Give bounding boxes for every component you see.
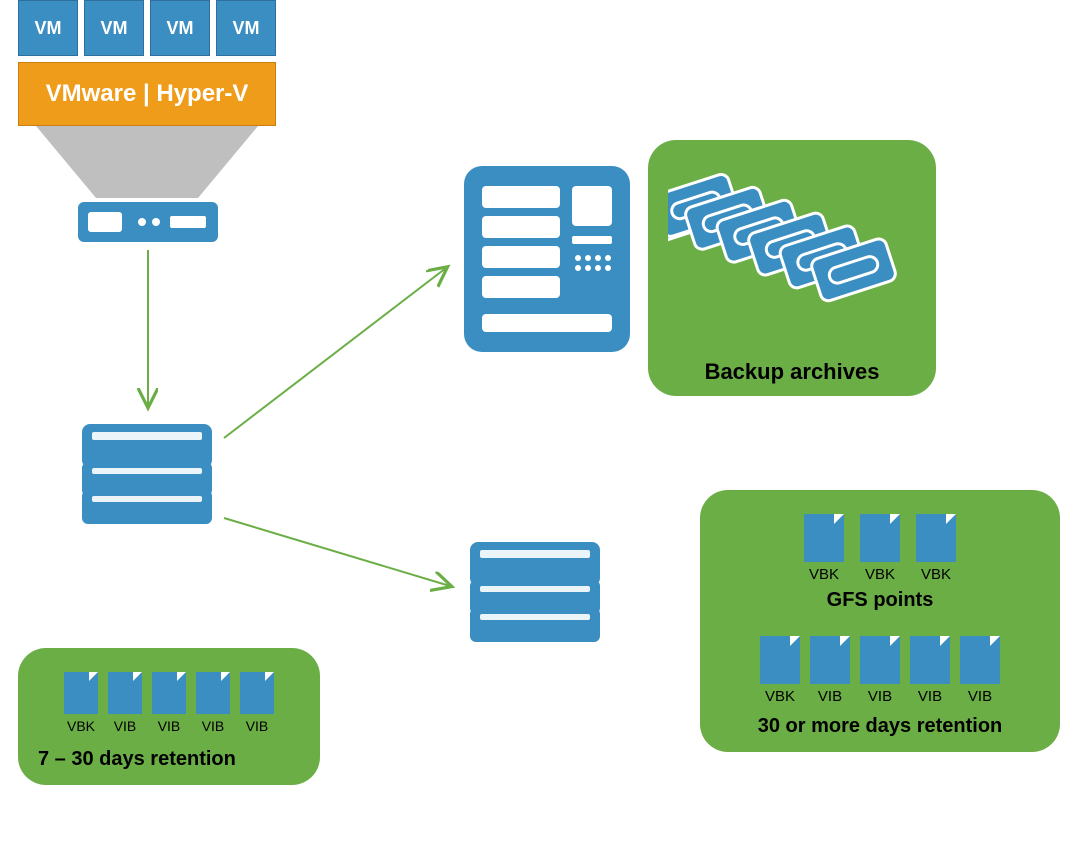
file-label: VIB <box>918 688 942 705</box>
retention-right-title: 30 or more days retention <box>720 715 1040 738</box>
gfs-title: GFS points <box>720 589 1040 612</box>
file-icon <box>960 636 1000 684</box>
secondary-storage-icon <box>470 542 600 642</box>
file-item: VIB <box>152 672 186 734</box>
diagram-canvas: VM VM VM VM VMware | Hyper-V <box>0 0 1075 843</box>
file-icon <box>108 672 142 714</box>
file-item: VIB <box>108 672 142 734</box>
file-label: VIB <box>868 688 892 705</box>
file-item: VBK <box>804 514 844 583</box>
file-icon <box>804 514 844 562</box>
file-label: VBK <box>921 566 951 583</box>
file-icon <box>152 672 186 714</box>
file-item: VBK <box>916 514 956 583</box>
file-label: VBK <box>67 718 95 734</box>
file-item: VIB <box>960 636 1000 705</box>
file-icon <box>196 672 230 714</box>
file-item: VIB <box>196 672 230 734</box>
file-label: VIB <box>202 718 225 734</box>
retention-left-panel: VBK VIB VIB VIB VIB 7 – 30 days retentio… <box>18 648 320 785</box>
file-item: VIB <box>860 636 900 705</box>
file-label: VBK <box>809 566 839 583</box>
file-item: VBK <box>64 672 98 734</box>
funnel-shape <box>36 126 258 198</box>
file-label: VIB <box>818 688 842 705</box>
funnel-server-icon <box>0 0 300 260</box>
file-icon <box>910 636 950 684</box>
file-icon <box>916 514 956 562</box>
gfs-files: VBK VBK VBK <box>720 514 1040 583</box>
file-icon <box>810 636 850 684</box>
file-item: VBK <box>860 514 900 583</box>
file-icon <box>860 636 900 684</box>
file-label: VBK <box>765 688 795 705</box>
file-icon <box>64 672 98 714</box>
backup-archives-title: Backup archives <box>668 359 916 385</box>
file-label: VIB <box>968 688 992 705</box>
chain-files: VBK VIB VIB VIB VIB <box>720 636 1040 705</box>
tape-cascade-icon <box>668 158 916 346</box>
file-label: VBK <box>865 566 895 583</box>
file-item: VIB <box>810 636 850 705</box>
file-icon <box>860 514 900 562</box>
retention-left-files: VBK VIB VIB VIB VIB <box>38 672 300 734</box>
file-item: VIB <box>910 636 950 705</box>
file-icon <box>240 672 274 714</box>
retention-right-panel: VBK VBK VBK GFS points VBK VIB VIB VIB V… <box>700 490 1060 752</box>
file-item: VIB <box>240 672 274 734</box>
retention-left-title: 7 – 30 days retention <box>38 748 300 771</box>
tape-library-icon <box>462 164 632 354</box>
file-label: VIB <box>114 718 137 734</box>
file-label: VIB <box>246 718 269 734</box>
backup-archives-panel: Backup archives <box>648 140 936 396</box>
file-label: VIB <box>158 718 181 734</box>
primary-storage-icon <box>82 424 212 524</box>
backup-server-icon <box>78 202 218 242</box>
file-icon <box>760 636 800 684</box>
arrow-storage-to-secondary <box>224 518 450 586</box>
file-item: VBK <box>760 636 800 705</box>
arrow-storage-to-tape <box>224 268 446 438</box>
